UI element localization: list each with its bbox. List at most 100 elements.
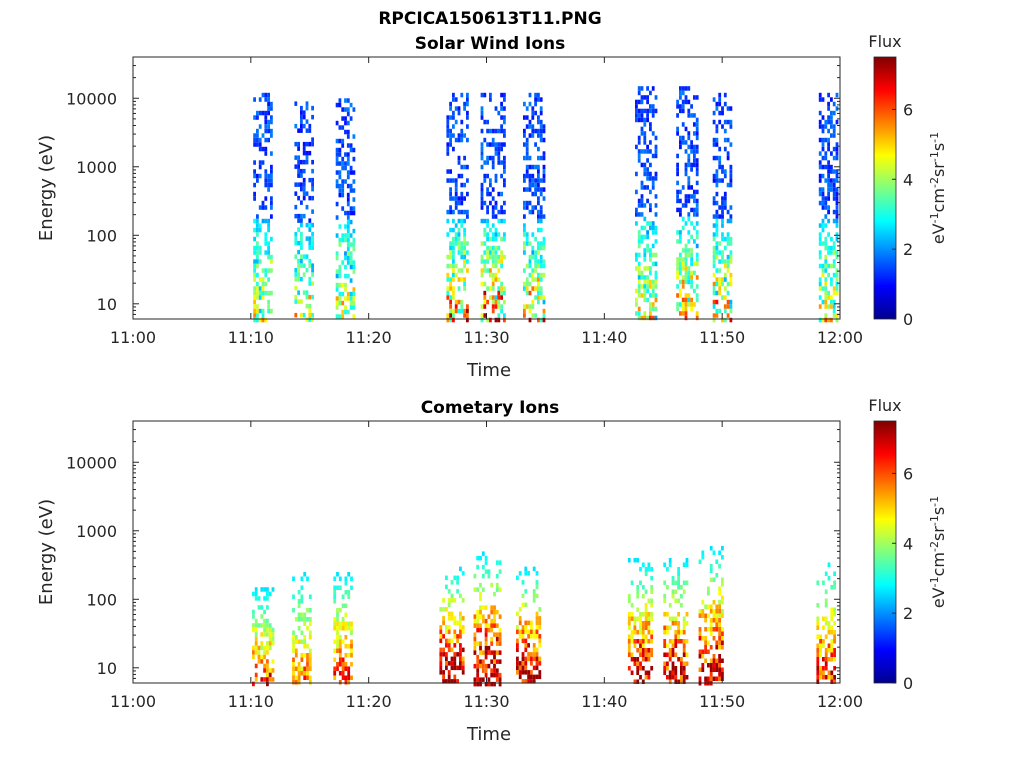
- heatmap-cell: [528, 92, 532, 98]
- heatmap-cell: [635, 113, 638, 118]
- heatmap-cell: [726, 155, 730, 161]
- heatmap-cell: [718, 160, 722, 165]
- heatmap-cell: [827, 250, 830, 255]
- heatmap-cell: [346, 143, 350, 148]
- heatmap-cell: [637, 113, 641, 118]
- heatmap-cell: [503, 97, 506, 102]
- heatmap-cell: [646, 176, 649, 181]
- heatmap-cell: [695, 275, 699, 280]
- heatmap-cell: [454, 106, 458, 111]
- heatmap-cell: [336, 666, 339, 671]
- heatmap-cell: [264, 232, 268, 237]
- heatmap-cell: [687, 212, 691, 217]
- heatmap-cell: [676, 99, 679, 105]
- heatmap-cell: [726, 299, 730, 305]
- heatmap-cell: [344, 305, 347, 310]
- heatmap-cell: [292, 657, 295, 662]
- heatmap-cell: [643, 275, 647, 280]
- heatmap-cell: [476, 587, 480, 592]
- heatmap-cell: [542, 245, 546, 251]
- heatmap-cell: [311, 312, 314, 318]
- heatmap-cell: [729, 214, 733, 219]
- heatmap-cell: [537, 317, 540, 323]
- heatmap-cell: [344, 116, 347, 121]
- heatmap-cell: [346, 260, 350, 265]
- heatmap-cell: [827, 205, 830, 210]
- heatmap-cell: [338, 237, 342, 243]
- heatmap-cell: [654, 194, 658, 199]
- heatmap-cell: [256, 263, 259, 269]
- heatmap-cell: [636, 666, 640, 671]
- heatmap-cell: [637, 99, 641, 105]
- heatmap-cell: [835, 272, 839, 278]
- heatmap-cell: [302, 263, 306, 268]
- heatmap-cell: [654, 212, 658, 217]
- heatmap-cell: [537, 169, 540, 174]
- heatmap-cell: [542, 196, 546, 201]
- heatmap-cell: [822, 616, 825, 621]
- heatmap-cell: [253, 160, 256, 165]
- heatmap-cell: [336, 644, 339, 649]
- heatmap-cell: [338, 635, 342, 640]
- solar-wind-colorbar-label: Flux: [868, 32, 901, 51]
- heatmap-cell: [336, 572, 339, 577]
- heatmap-cell: [695, 212, 699, 217]
- heatmap-cell: [460, 209, 464, 215]
- heatmap-cell: [835, 92, 839, 98]
- heatmap-cell: [701, 654, 705, 659]
- heatmap-cell: [687, 216, 691, 222]
- heatmap-cell: [258, 110, 262, 116]
- heatmap-cell: [336, 621, 339, 626]
- heatmap-cell: [690, 275, 693, 280]
- heatmap-cell: [498, 672, 502, 678]
- heatmap-cell: [723, 295, 727, 300]
- heatmap-cell: [302, 213, 306, 219]
- heatmap-cell: [651, 302, 655, 307]
- heatmap-cell: [542, 308, 546, 314]
- heatmap-cell: [704, 627, 707, 632]
- heatmap-cell: [523, 250, 526, 255]
- heatmap-cell: [306, 653, 309, 658]
- heatmap-cell: [292, 608, 295, 613]
- heatmap-cell: [493, 632, 496, 637]
- heatmap-cell: [830, 277, 833, 282]
- heatmap-cell: [726, 182, 730, 188]
- heatmap-cell: [729, 164, 733, 170]
- heatmap-cell: [525, 277, 529, 282]
- heatmap-cell: [452, 245, 455, 251]
- heatmap-cell: [819, 643, 822, 648]
- heatmap-cell: [454, 97, 458, 102]
- heatmap-cell: [729, 317, 733, 323]
- heatmap-cell: [721, 667, 724, 672]
- heatmap-cell: [832, 182, 836, 188]
- heatmap-cell: [306, 666, 309, 671]
- heatmap-cell: [457, 133, 461, 138]
- heatmap-cell: [680, 585, 683, 590]
- heatmap-cell: [256, 214, 259, 219]
- heatmap-cell: [442, 647, 445, 653]
- heatmap-cell: [639, 580, 642, 585]
- heatmap-cell: [346, 273, 350, 279]
- heatmap-cell: [495, 636, 499, 642]
- heatmap-cell: [525, 281, 529, 287]
- heatmap-cell: [489, 92, 492, 98]
- heatmap-cell: [668, 562, 672, 567]
- heatmap-cell: [679, 261, 682, 267]
- heatmap-cell: [534, 286, 537, 291]
- heatmap-cell: [679, 234, 682, 240]
- heatmap-cell: [709, 672, 713, 677]
- heatmap-cell: [538, 638, 542, 644]
- heatmap-cell: [253, 295, 256, 300]
- heatmap-cell: [718, 92, 722, 98]
- heatmap-cell: [712, 627, 716, 632]
- heatmap-cell: [534, 313, 537, 318]
- heatmap-cell: [726, 241, 730, 246]
- heatmap-cell: [637, 117, 641, 123]
- heatmap-cell: [818, 119, 822, 125]
- heatmap-cell: [271, 587, 275, 592]
- heatmap-cell: [537, 119, 540, 125]
- heatmap-cell: [483, 259, 487, 264]
- heatmap-cell: [352, 242, 356, 247]
- heatmap-cell: [450, 647, 454, 653]
- heatmap-cell: [253, 236, 256, 242]
